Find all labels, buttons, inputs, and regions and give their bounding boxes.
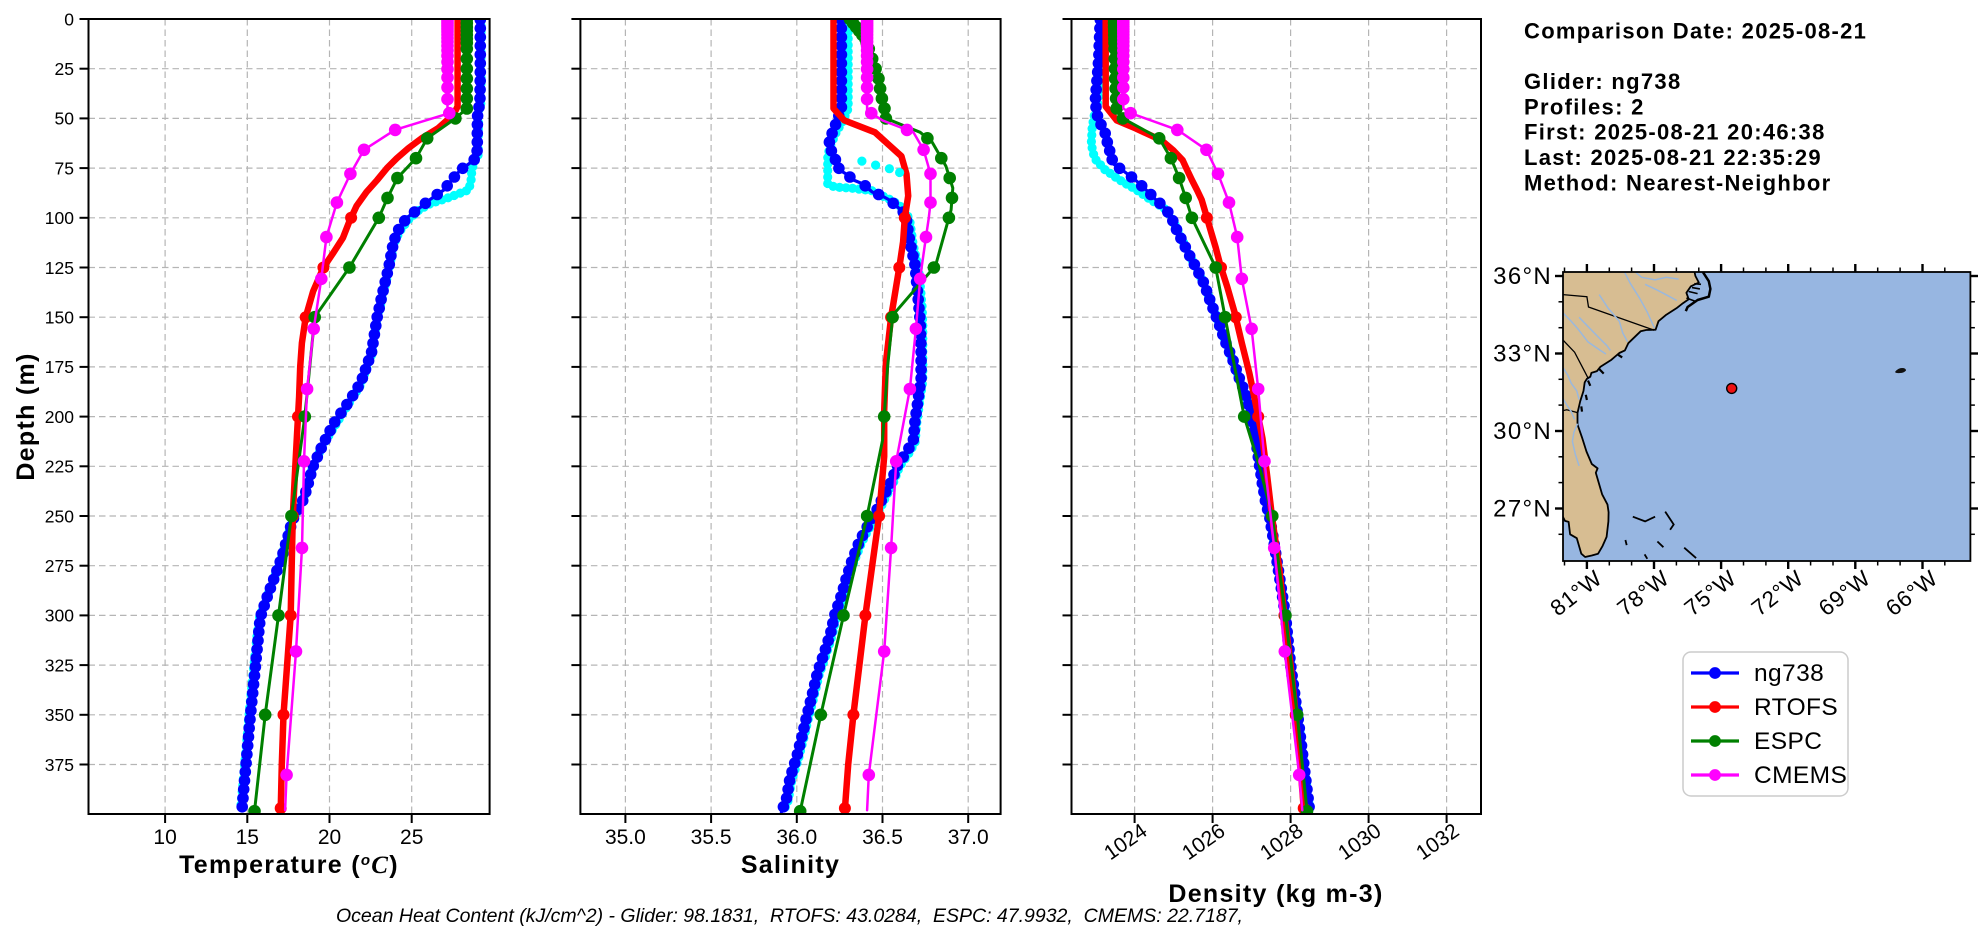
svg-text:75: 75 (55, 158, 74, 178)
svg-text:33°N: 33°N (1493, 341, 1552, 368)
svg-text:25: 25 (55, 59, 74, 79)
svg-text:Salinity: Salinity (741, 851, 840, 879)
svg-text:15: 15 (236, 826, 259, 849)
svg-text:37.0: 37.0 (948, 826, 989, 849)
svg-text:36.0: 36.0 (776, 826, 817, 849)
svg-text:25: 25 (400, 826, 423, 849)
svg-text:Comparison Date: 2025-08-21: Comparison Date: 2025-08-21 (1524, 19, 1867, 44)
svg-text:36.5: 36.5 (862, 826, 903, 849)
svg-text:CMEMS: CMEMS (1754, 762, 1847, 789)
svg-text:35.5: 35.5 (691, 826, 732, 849)
svg-text:100: 100 (45, 208, 74, 228)
svg-text:325: 325 (45, 655, 74, 675)
svg-text:175: 175 (45, 357, 74, 377)
svg-text:125: 125 (45, 258, 74, 278)
svg-text:10: 10 (153, 826, 176, 849)
svg-text:Ocean Heat Content (kJ/cm^2) -: Ocean Heat Content (kJ/cm^2) - Glider: 9… (336, 905, 1243, 927)
svg-text:ESPC: ESPC (1754, 728, 1822, 755)
svg-text:RTOFS: RTOFS (1754, 694, 1838, 721)
svg-text:225: 225 (45, 457, 74, 477)
svg-text:Profiles: 2: Profiles: 2 (1524, 94, 1645, 119)
svg-text:50: 50 (55, 109, 75, 129)
svg-text:Last: 2025-08-21 22:35:29: Last: 2025-08-21 22:35:29 (1524, 145, 1822, 170)
svg-text:35.0: 35.0 (605, 826, 646, 849)
svg-text:Glider: ng738: Glider: ng738 (1524, 69, 1682, 94)
svg-text:350: 350 (45, 705, 74, 725)
svg-text:36°N: 36°N (1493, 263, 1552, 290)
svg-text:20: 20 (318, 826, 341, 849)
svg-text:300: 300 (45, 606, 74, 626)
svg-text:375: 375 (45, 755, 74, 775)
svg-text:ng738: ng738 (1754, 660, 1824, 687)
svg-text:Method: Nearest-Neighbor: Method: Nearest-Neighbor (1524, 170, 1831, 195)
svg-text:0: 0 (64, 9, 74, 29)
svg-text:275: 275 (45, 556, 74, 576)
svg-text:Depth (m): Depth (m) (12, 352, 40, 480)
svg-text:First: 2025-08-21 20:46:38: First: 2025-08-21 20:46:38 (1524, 120, 1826, 145)
svg-text:27°N: 27°N (1493, 496, 1552, 523)
svg-text:250: 250 (45, 506, 74, 526)
svg-text:Density (kg m-3): Density (kg m-3) (1168, 880, 1383, 908)
svg-text:30°N: 30°N (1493, 418, 1552, 445)
svg-text:150: 150 (45, 308, 74, 328)
svg-text:200: 200 (45, 407, 74, 427)
